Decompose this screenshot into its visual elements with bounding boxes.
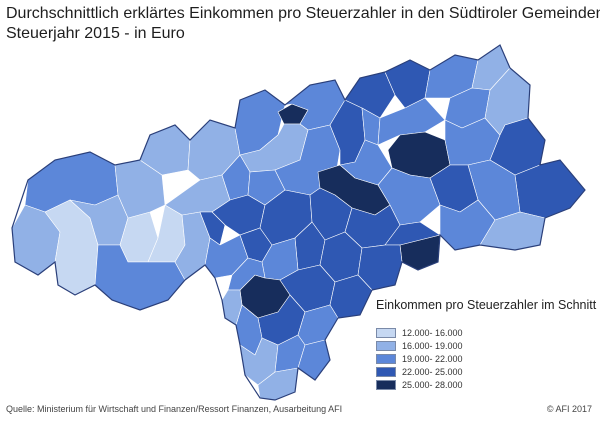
legend-swatch: [376, 327, 396, 338]
province-outline: [11, 44, 586, 401]
title-line-1: Durchschnittlich erklärtes Einkommen pro…: [6, 5, 600, 22]
legend-item-16000-19000: 16.000- 19.000: [376, 339, 596, 352]
copyright-note: © AFI 2017: [546, 404, 592, 414]
region-north-10[interactable]: [339, 139, 393, 186]
region-north-7[interactable]: [377, 97, 446, 146]
legend-item-25000-28000: 25.000- 28.000: [376, 378, 596, 391]
legend-label: 19.000- 22.000: [402, 353, 463, 364]
legend: Einkommen pro Steuerzahler im Schnitt 12…: [376, 298, 596, 391]
legend-item-22000-25000: 22.000- 25.000: [376, 365, 596, 378]
legend-label: 16.000- 19.000: [402, 340, 463, 351]
legend-label: 25.000- 28.000: [402, 379, 463, 390]
legend-item-19000-22000: 19.000- 22.000: [376, 352, 596, 365]
legend-swatch: [376, 353, 396, 364]
legend-item-12000-16000: 12.000- 16.000: [376, 326, 596, 339]
legend-label: 12.000- 16.000: [402, 327, 463, 338]
legend-swatch: [376, 366, 396, 377]
region-meran-3[interactable]: [199, 211, 226, 246]
title-line-2: Steuerjahr 2015 - in Euro: [6, 25, 185, 42]
legend-label: 22.000- 25.000: [402, 366, 463, 377]
legend-swatch: [376, 379, 396, 390]
legend-swatch: [376, 340, 396, 351]
source-note: Quelle: Ministerium für Wirtschaft und F…: [6, 404, 343, 414]
legend-title: Einkommen pro Steuerzahler im Schnitt: [376, 298, 597, 312]
map-title: Durchschnittlich erklärtes Einkommen pro…: [6, 4, 600, 44]
municipality-regions: [11, 44, 586, 401]
